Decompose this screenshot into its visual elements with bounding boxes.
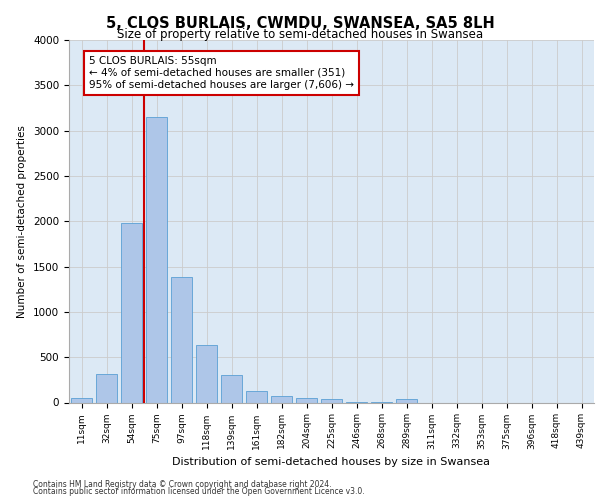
Bar xyxy=(296,398,317,402)
X-axis label: Distribution of semi-detached houses by size in Swansea: Distribution of semi-detached houses by … xyxy=(173,457,491,467)
Bar xyxy=(321,400,342,402)
Text: 5, CLOS BURLAIS, CWMDU, SWANSEA, SA5 8LH: 5, CLOS BURLAIS, CWMDU, SWANSEA, SA5 8LH xyxy=(106,16,494,31)
Text: Size of property relative to semi-detached houses in Swansea: Size of property relative to semi-detach… xyxy=(117,28,483,41)
Bar xyxy=(396,400,417,402)
Bar xyxy=(246,390,267,402)
Bar xyxy=(121,223,142,402)
Text: 5 CLOS BURLAIS: 55sqm
← 4% of semi-detached houses are smaller (351)
95% of semi: 5 CLOS BURLAIS: 55sqm ← 4% of semi-detac… xyxy=(89,56,354,90)
Text: Contains public sector information licensed under the Open Government Licence v3: Contains public sector information licen… xyxy=(33,487,365,496)
Y-axis label: Number of semi-detached properties: Number of semi-detached properties xyxy=(17,125,28,318)
Bar xyxy=(196,344,217,403)
Text: Contains HM Land Registry data © Crown copyright and database right 2024.: Contains HM Land Registry data © Crown c… xyxy=(33,480,331,489)
Bar xyxy=(146,117,167,403)
Bar xyxy=(71,398,92,402)
Bar xyxy=(96,374,117,402)
Bar xyxy=(171,276,192,402)
Bar xyxy=(271,396,292,402)
Bar xyxy=(221,376,242,402)
